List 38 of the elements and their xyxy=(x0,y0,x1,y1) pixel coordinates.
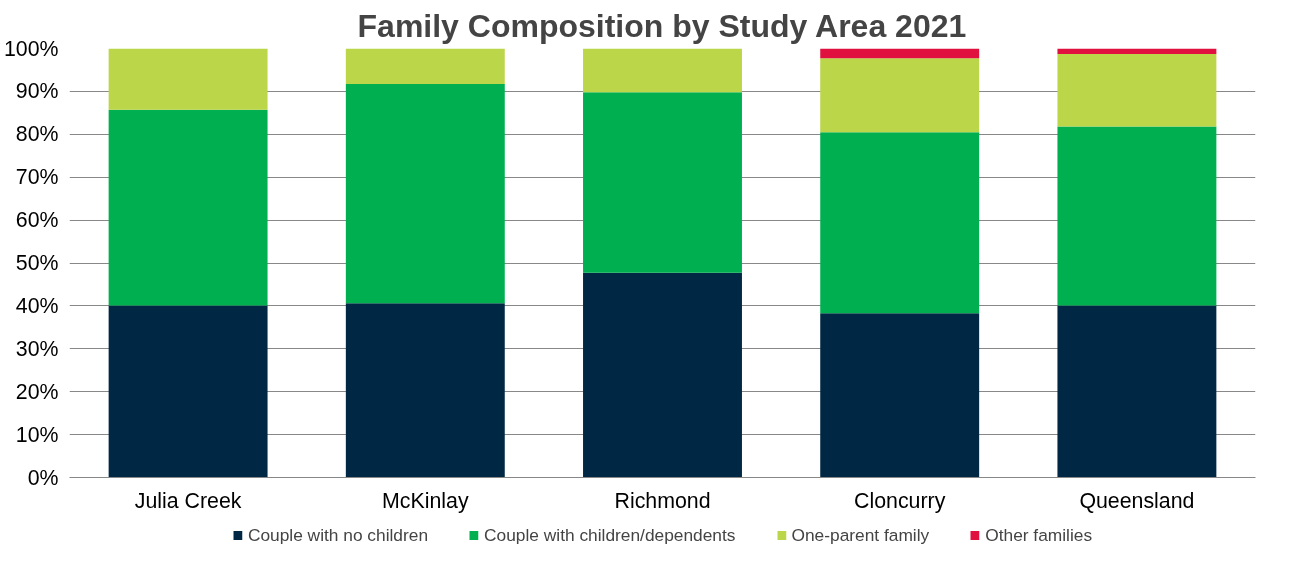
bar xyxy=(1057,54,1217,127)
x-tick-label: Julia Creek xyxy=(134,488,242,513)
bar xyxy=(820,58,980,133)
y-tick-label: 0% xyxy=(27,465,59,490)
bar xyxy=(108,305,268,478)
y-tick-label: 30% xyxy=(15,336,59,361)
x-tick-label: Richmond xyxy=(614,488,711,513)
bar xyxy=(108,48,268,110)
y-tick-label: 50% xyxy=(15,251,59,275)
x-tick-label: Queensland xyxy=(1079,488,1195,513)
bar xyxy=(583,272,742,478)
x-tick-label: McKinlay xyxy=(382,488,469,513)
bar xyxy=(108,109,268,306)
y-tick-label: 10% xyxy=(15,422,59,447)
bar xyxy=(1057,126,1217,306)
x-tick-label: Cloncurry xyxy=(854,488,946,513)
bar xyxy=(345,84,505,304)
bar xyxy=(583,92,742,273)
legend-label: Couple with children/dependents xyxy=(484,524,736,546)
bar xyxy=(1057,48,1217,55)
legend-label: Couple with no children xyxy=(247,524,429,546)
y-tick-label: 40% xyxy=(15,293,59,318)
y-tick-label: 70% xyxy=(15,165,59,190)
bar xyxy=(583,48,742,93)
bar xyxy=(345,48,505,85)
y-tick-label: 90% xyxy=(15,79,59,104)
chart-title: Family Composition by Study Area 2021 xyxy=(357,7,967,44)
bar xyxy=(345,303,505,478)
y-tick-label: 20% xyxy=(15,379,59,404)
bar xyxy=(820,313,980,478)
bar xyxy=(820,48,980,59)
bar xyxy=(1057,305,1217,478)
legend-label: One-parent family xyxy=(791,524,930,546)
legend-label: Other families xyxy=(985,524,1093,546)
y-tick-label: 80% xyxy=(15,122,59,147)
bar xyxy=(820,132,980,314)
y-tick-label: 100% xyxy=(3,36,59,61)
y-tick-label: 60% xyxy=(15,208,59,233)
